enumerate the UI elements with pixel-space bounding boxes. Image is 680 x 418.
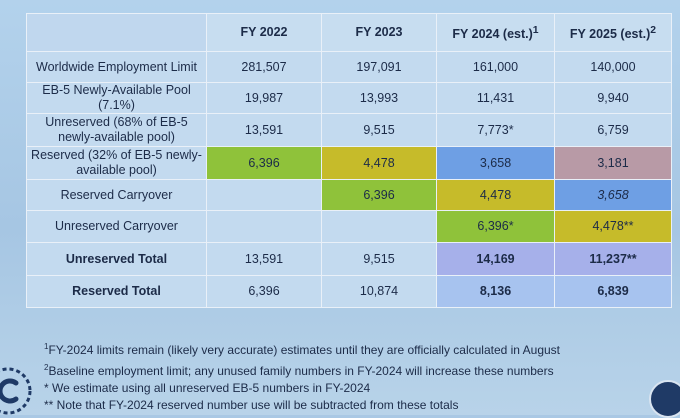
- row-label: Unreserved (68% of EB-5 newly-available …: [26, 113, 207, 147]
- footnote-mark: 1: [44, 342, 49, 351]
- footnote-mark: 1: [532, 24, 539, 36]
- table-cell: 4,478: [436, 179, 555, 211]
- footnote: ** Note that FY-2024 reserved number use…: [44, 397, 560, 414]
- table-cell: 9,515: [321, 113, 437, 147]
- table-cell: 6,839: [554, 275, 672, 308]
- seal-icon: [649, 380, 680, 418]
- footnote: * We estimate using all unreserved EB-5 …: [44, 380, 560, 397]
- table-row: Reserved (32% of EB-5 newly-available po…: [26, 146, 672, 180]
- table-cell: 4,478**: [554, 210, 672, 243]
- table-cell: 6,759: [554, 113, 672, 147]
- footnote-mark: *: [44, 381, 49, 395]
- footnote-text: Note that FY-2024 reserved number use wi…: [53, 398, 459, 412]
- table-cell: 7,773*: [436, 113, 555, 147]
- table-row: Unreserved (68% of EB-5 newly-available …: [26, 113, 672, 147]
- table-cell: 6,396: [321, 179, 437, 211]
- table-cell: 9,515: [321, 242, 437, 276]
- footnote-mark: 2: [650, 24, 657, 36]
- row-label: Unreserved Total: [26, 242, 207, 276]
- table-cell: 6,396: [206, 275, 322, 308]
- table-cell: [321, 210, 437, 243]
- table-row: Unreserved Total 13,591 9,515 14,169 11,…: [26, 242, 672, 276]
- row-label: Unreserved Carryover: [26, 210, 207, 243]
- table-cell: 197,091: [321, 51, 437, 83]
- table-cell: 161,000: [436, 51, 555, 83]
- table-cell: 10,874: [321, 275, 437, 308]
- table-cell: 11,237**: [554, 242, 672, 276]
- table-cell: 19,987: [206, 82, 322, 114]
- footnote-mark: 2: [44, 363, 49, 372]
- table-cell: 13,591: [206, 242, 322, 276]
- footnote: 2Baseline employment limit; any unused f…: [44, 359, 560, 380]
- row-label: Reserved Total: [26, 275, 207, 308]
- table-row: EB-5 Newly-Available Pool (7.1%) 19,987 …: [26, 82, 672, 114]
- table-row: Reserved Carryover 6,396 4,478 3,658: [26, 179, 672, 211]
- table-cell: 3,181: [554, 146, 672, 180]
- table-cell: [206, 210, 322, 243]
- table-cell: 3,658: [554, 179, 672, 211]
- table-cell: 14,169: [436, 242, 555, 276]
- row-label: Reserved Carryover: [26, 179, 207, 211]
- footnote-text: FY-2024 limits remain (likely very accur…: [48, 343, 561, 357]
- table-row: Reserved Total 6,396 10,874 8,136 6,839: [26, 275, 672, 308]
- table-cell: 6,396*: [436, 210, 555, 243]
- table-cell: 281,507: [206, 51, 322, 83]
- footnote: 1FY-2024 limits remain (likely very accu…: [44, 338, 560, 359]
- footnote-mark: **: [44, 398, 54, 412]
- header-row: FY 2022 FY 2023 FY 2024 (est.)1 FY 2025 …: [26, 13, 672, 52]
- table-cell: 13,591: [206, 113, 322, 147]
- table-cell: 3,658: [436, 146, 555, 180]
- table-cell: 6,396: [206, 146, 322, 180]
- footnote-text: We estimate using all unreserved EB-5 nu…: [48, 381, 371, 395]
- table-row: Worldwide Employment Limit 281,507 197,0…: [26, 51, 672, 83]
- footnotes: 1FY-2024 limits remain (likely very accu…: [44, 338, 560, 414]
- header-fy2022: FY 2022: [206, 13, 322, 52]
- table-cell: 13,993: [321, 82, 437, 114]
- footnote-text: Baseline employment limit; any unused fa…: [48, 364, 554, 378]
- header-fy2025: FY 2025 (est.)2: [554, 13, 672, 52]
- eb5-visa-table: FY 2022 FY 2023 FY 2024 (est.)1 FY 2025 …: [26, 13, 672, 308]
- header-fy2023: FY 2023: [321, 13, 437, 52]
- row-label: EB-5 Newly-Available Pool (7.1%): [26, 82, 207, 114]
- header-fy2024: FY 2024 (est.)1: [436, 13, 555, 52]
- row-label: Worldwide Employment Limit: [26, 51, 207, 83]
- header-corner: [26, 13, 207, 52]
- c-logo-icon: [0, 367, 32, 415]
- table-cell: [206, 179, 322, 211]
- table-cell: 9,940: [554, 82, 672, 114]
- table-row: Unreserved Carryover 6,396* 4,478**: [26, 210, 672, 243]
- row-label: Reserved (32% of EB-5 newly-available po…: [26, 146, 207, 180]
- table-cell: 4,478: [321, 146, 437, 180]
- table-cell: 140,000: [554, 51, 672, 83]
- table-cell: 8,136: [436, 275, 555, 308]
- table-cell: 11,431: [436, 82, 555, 114]
